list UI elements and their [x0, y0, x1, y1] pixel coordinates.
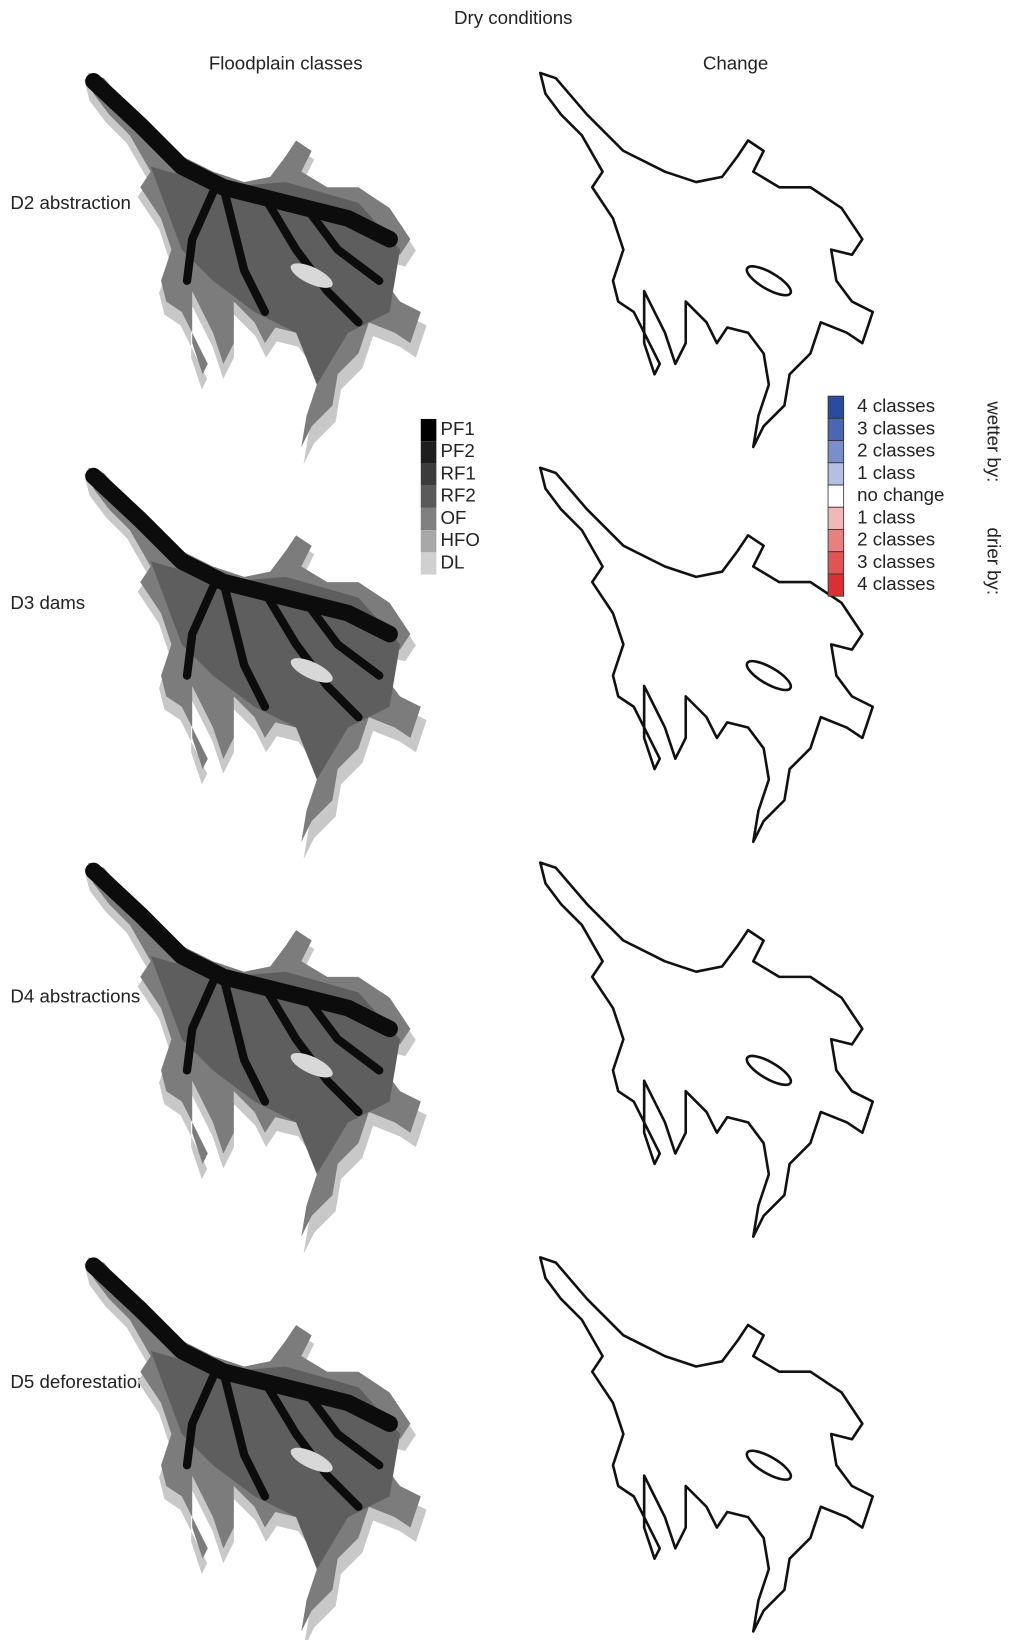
- row-label: D4 abstractions: [10, 986, 140, 1007]
- legend-swatch: [828, 485, 844, 507]
- column-header: Floodplain classes: [209, 53, 363, 74]
- change-map: [540, 863, 872, 1237]
- legend-swatch: [421, 530, 437, 552]
- floodplain-map: [84, 1257, 426, 1640]
- delta-outline: [540, 73, 872, 447]
- legend-swatch: [828, 396, 844, 418]
- legend-label: RF2: [441, 485, 476, 506]
- legend-label: 1 class: [857, 462, 915, 483]
- legend-label: 4 classes: [857, 395, 935, 416]
- legend-label: no change: [857, 484, 944, 505]
- legend-label: DL: [441, 551, 465, 572]
- row-label: D2 abstraction: [10, 192, 131, 213]
- legend-swatch: [828, 441, 844, 463]
- legend-swatch: [828, 552, 844, 574]
- legend-swatch: [421, 463, 437, 485]
- legend-group-label: drier by:: [983, 528, 1004, 596]
- legend-swatch: [828, 463, 844, 485]
- floodplain-map: [84, 73, 426, 464]
- column-header: Change: [703, 53, 768, 74]
- legend-label: OF: [441, 507, 467, 528]
- figure: Dry conditions Floodplain classes Change…: [0, 0, 1013, 1640]
- legend-label: 3 classes: [857, 551, 935, 572]
- legend-label: RF1: [441, 462, 476, 483]
- legend-label: 1 class: [857, 506, 915, 527]
- change-map: [540, 468, 872, 842]
- delta-outline: [540, 863, 872, 1237]
- legend-swatch: [421, 552, 437, 574]
- legend-swatch: [421, 419, 437, 441]
- legend-label: 2 classes: [857, 529, 935, 550]
- legend-swatch: [828, 507, 844, 529]
- row-label: D5 deforestation: [10, 1371, 147, 1392]
- delta-outline: [540, 1257, 872, 1631]
- legend-swatch: [421, 486, 437, 508]
- legend-label: PF2: [441, 440, 475, 461]
- row-label: D3 dams: [10, 592, 85, 613]
- legend-label: 2 classes: [857, 440, 935, 461]
- legend-swatch: [828, 418, 844, 440]
- legend-label: 4 classes: [857, 573, 935, 594]
- legend-swatch: [421, 508, 437, 530]
- floodplain-map: [84, 863, 426, 1254]
- maps: D2 abstraction D3 dams D4 abstractions D5 d…: [10, 73, 872, 1640]
- legend-label: PF1: [441, 418, 475, 439]
- legend-label: HFO: [441, 529, 480, 550]
- delta-outline: [540, 468, 872, 842]
- legend-swatch: [421, 441, 437, 463]
- change-map: [540, 1257, 872, 1631]
- floodplain-map: [84, 468, 426, 859]
- legend-label: 3 classes: [857, 417, 935, 438]
- figure-title: Dry conditions: [454, 7, 572, 28]
- change-map: [540, 73, 872, 447]
- legend-swatch: [828, 574, 844, 596]
- legend-swatch: [828, 530, 844, 552]
- legend-group-label: wetter by:: [983, 400, 1004, 482]
